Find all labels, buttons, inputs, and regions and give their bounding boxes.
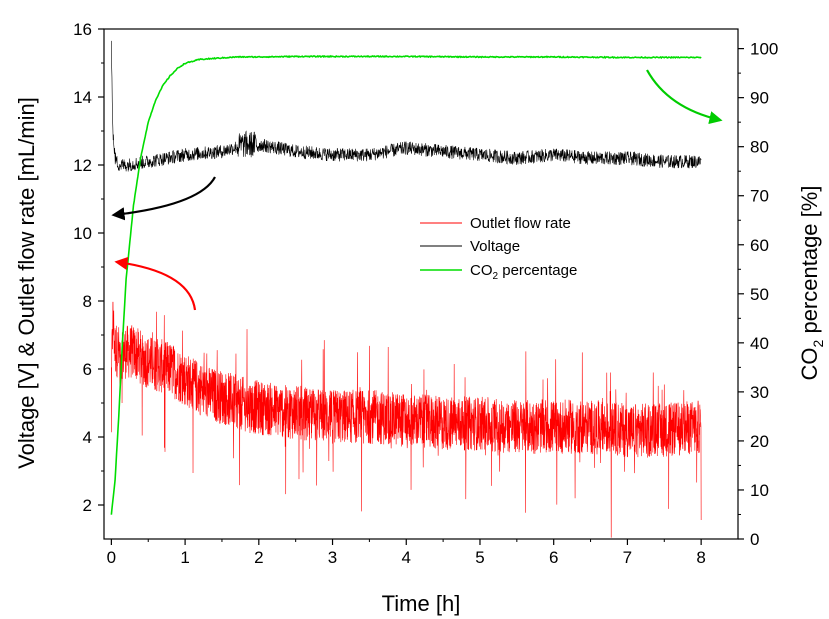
legend-label-voltage: Voltage	[470, 238, 520, 255]
plot-area	[103, 28, 739, 540]
axes-layer: 0 1 2 3 4 5 6 7 82468101214160102030405060708090…	[73, 20, 778, 567]
y-right-tick-label-70: 70	[750, 187, 769, 206]
x-tick-label-2: 2	[254, 548, 263, 567]
y-right-tick-label-0: 0	[750, 530, 759, 549]
series-layer	[110, 40, 702, 538]
legend: Outlet flow rate Voltage CO2 percentage	[420, 215, 577, 282]
arrows-layer	[111, 69, 723, 311]
x-tick-label-1: 1	[180, 548, 189, 567]
y-left-tick-label-8: 8	[83, 292, 92, 311]
y-left-tick-label-14: 14	[73, 88, 92, 107]
legend-label-co2-sub: 2	[493, 271, 499, 282]
series-line-outlet-flow-rate	[111, 301, 702, 538]
y-right-tick-label-50: 50	[750, 285, 769, 304]
y-left-tick-label-6: 6	[83, 360, 92, 379]
legend-label-outlet-flow-rate: Outlet flow rate	[470, 215, 571, 232]
y-right-axis-title-rest: percentage [%]	[797, 186, 822, 340]
y-right-tick-label-100: 100	[750, 40, 778, 59]
legend-label-co2-percentage: CO2 percentage	[470, 262, 577, 282]
co2-axis-arrow	[646, 69, 723, 125]
x-tick-label-0: 0	[107, 548, 116, 567]
y-left-tick-label-4: 4	[83, 428, 92, 447]
y-left-tick-label-12: 12	[73, 156, 92, 175]
y-right-tick-label-20: 20	[750, 432, 769, 451]
y-right-tick-label-60: 60	[750, 236, 769, 255]
y-right-tick-label-40: 40	[750, 334, 769, 353]
voltage-axis-arrow	[111, 176, 216, 221]
flow-axis-arrow	[114, 256, 197, 311]
series-line-co2-percentage	[110, 54, 702, 515]
x-tick-label-5: 5	[475, 548, 484, 567]
plot-frame	[103, 28, 739, 540]
y-right-tick-label-10: 10	[750, 481, 769, 500]
y-left-tick-label-16: 16	[73, 20, 92, 39]
x-axis-title: Time [h]	[382, 591, 461, 616]
x-tick-label-6: 6	[549, 548, 558, 567]
y-left-tick-label-2: 2	[83, 496, 92, 515]
y-left-tick-label-10: 10	[73, 224, 92, 243]
series-line-voltage	[111, 40, 702, 172]
legend-label-co2-main: CO	[470, 262, 493, 279]
y-right-tick-label-30: 30	[750, 383, 769, 402]
x-tick-label-7: 7	[623, 548, 632, 567]
y-right-tick-label-80: 80	[750, 138, 769, 157]
y-right-axis-title-main: CO	[797, 347, 822, 380]
y-right-axis-title: CO2 percentage [%]	[797, 186, 826, 381]
x-tick-label-8: 8	[696, 548, 705, 567]
y-right-axis-title-sub: 2	[810, 339, 826, 347]
x-tick-label-4: 4	[402, 548, 411, 567]
y-right-tick-label-90: 90	[750, 89, 769, 108]
y-left-axis-title: Voltage [V] & Outlet flow rate [mL/min]	[14, 97, 39, 469]
legend-label-co2-rest: percentage	[498, 262, 577, 279]
x-tick-label-3: 3	[328, 548, 337, 567]
